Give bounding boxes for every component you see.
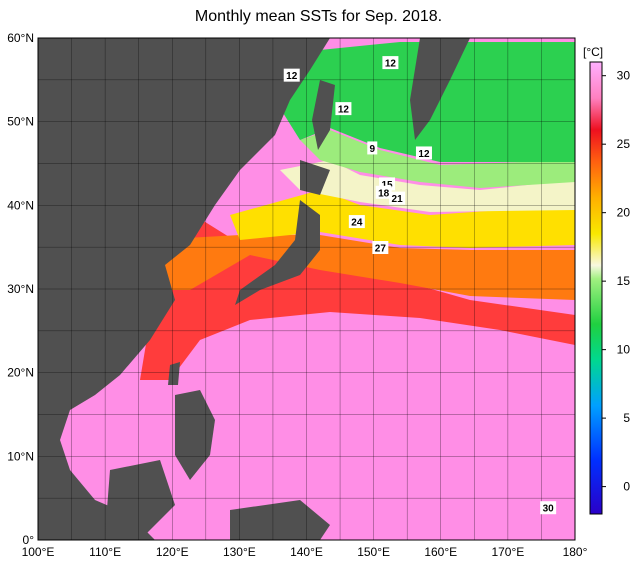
colorbar-tick-label: 10 — [617, 343, 631, 357]
map-title: Monthly mean SSTs for Sep. 2018. — [194, 8, 443, 25]
land-sakhalin — [312, 80, 335, 150]
contour-label: 12 — [283, 68, 300, 82]
colorbar-tick-label: 15 — [617, 274, 631, 288]
lat-tick-label: 30°N — [7, 282, 34, 296]
lat-tick-label: 20°N — [7, 366, 34, 380]
svg-text:18: 18 — [378, 188, 390, 199]
lat-tick-label: 10°N — [7, 449, 34, 463]
lon-tick-label: 150°E — [357, 545, 390, 559]
lon-tick-label: 110°E — [89, 545, 121, 559]
latitude-ticks: 60°N 50°N 40°N 30°N 20°N 10°N 0° — [7, 31, 34, 547]
svg-text:24: 24 — [351, 218, 363, 229]
contour-label: 21 — [389, 191, 406, 205]
longitude-ticks: 100°E 110°E 120°E 130°E 140°E 150°E 160°E 170°E… — [22, 545, 588, 559]
lon-tick-label: 100°E — [22, 545, 55, 559]
map-frame — [37, 37, 576, 541]
graticule — [38, 38, 575, 540]
lon-tick-label: 160°E — [424, 545, 457, 559]
contour-label: 18 — [375, 185, 392, 199]
lon-tick-label: 170°E — [491, 545, 524, 559]
svg-text:30: 30 — [543, 504, 555, 515]
lon-tick-label: 140°E — [290, 545, 323, 559]
land-taiwan — [168, 362, 180, 385]
land-borneo — [105, 460, 175, 540]
colorbar-ticks: 30 25 20 15 10 5 0 — [602, 69, 630, 494]
contour-label: 9 — [367, 141, 378, 155]
svg-text:15: 15 — [381, 180, 393, 191]
svg-text:12: 12 — [286, 71, 298, 82]
land-philippines — [175, 390, 215, 480]
lon-tick-label: 120°E — [156, 545, 189, 559]
colorbar-unit: [°C] — [583, 45, 603, 59]
svg-text:21: 21 — [392, 194, 404, 205]
lat-tick-label: 40°N — [7, 198, 34, 212]
land-newguinea — [230, 500, 330, 540]
colorbar-tick-label: 0 — [623, 480, 630, 494]
colorbar-tick-label: 5 — [623, 411, 630, 425]
sst-band-warm — [140, 200, 575, 380]
land-kamchatka — [410, 38, 470, 140]
colorbar-tick-label: 30 — [617, 69, 631, 83]
sst-band-yellow — [230, 190, 575, 248]
lat-tick-label: 60°N — [7, 31, 34, 45]
sst-band-pale — [280, 160, 575, 212]
contour-label: 27 — [372, 241, 389, 255]
svg-text:12: 12 — [385, 59, 397, 70]
land-japan — [235, 200, 320, 305]
svg-text:9: 9 — [370, 144, 376, 155]
svg-text:27: 27 — [375, 244, 387, 255]
colorbar-tick-label: 20 — [617, 206, 631, 220]
contour-label: 30 — [540, 501, 557, 515]
contour-label: 12 — [415, 146, 432, 160]
svg-text:12: 12 — [418, 149, 430, 160]
contour-label: 12 — [335, 102, 352, 116]
lat-tick-label: 50°N — [7, 115, 34, 129]
sst-band-orange — [150, 235, 575, 300]
contour-label: 12 — [382, 56, 399, 70]
lon-tick-label: 130°E — [223, 545, 256, 559]
land-hokkaido — [300, 160, 330, 195]
colorbar-tick-label: 25 — [617, 137, 631, 151]
svg-text:12: 12 — [338, 105, 350, 116]
sst-band-lightgreen — [300, 130, 575, 188]
lat-tick-label: 0° — [23, 533, 35, 547]
contour-label: 24 — [348, 215, 365, 229]
colorbar — [589, 61, 603, 515]
lon-tick-label: 180° — [563, 545, 588, 559]
